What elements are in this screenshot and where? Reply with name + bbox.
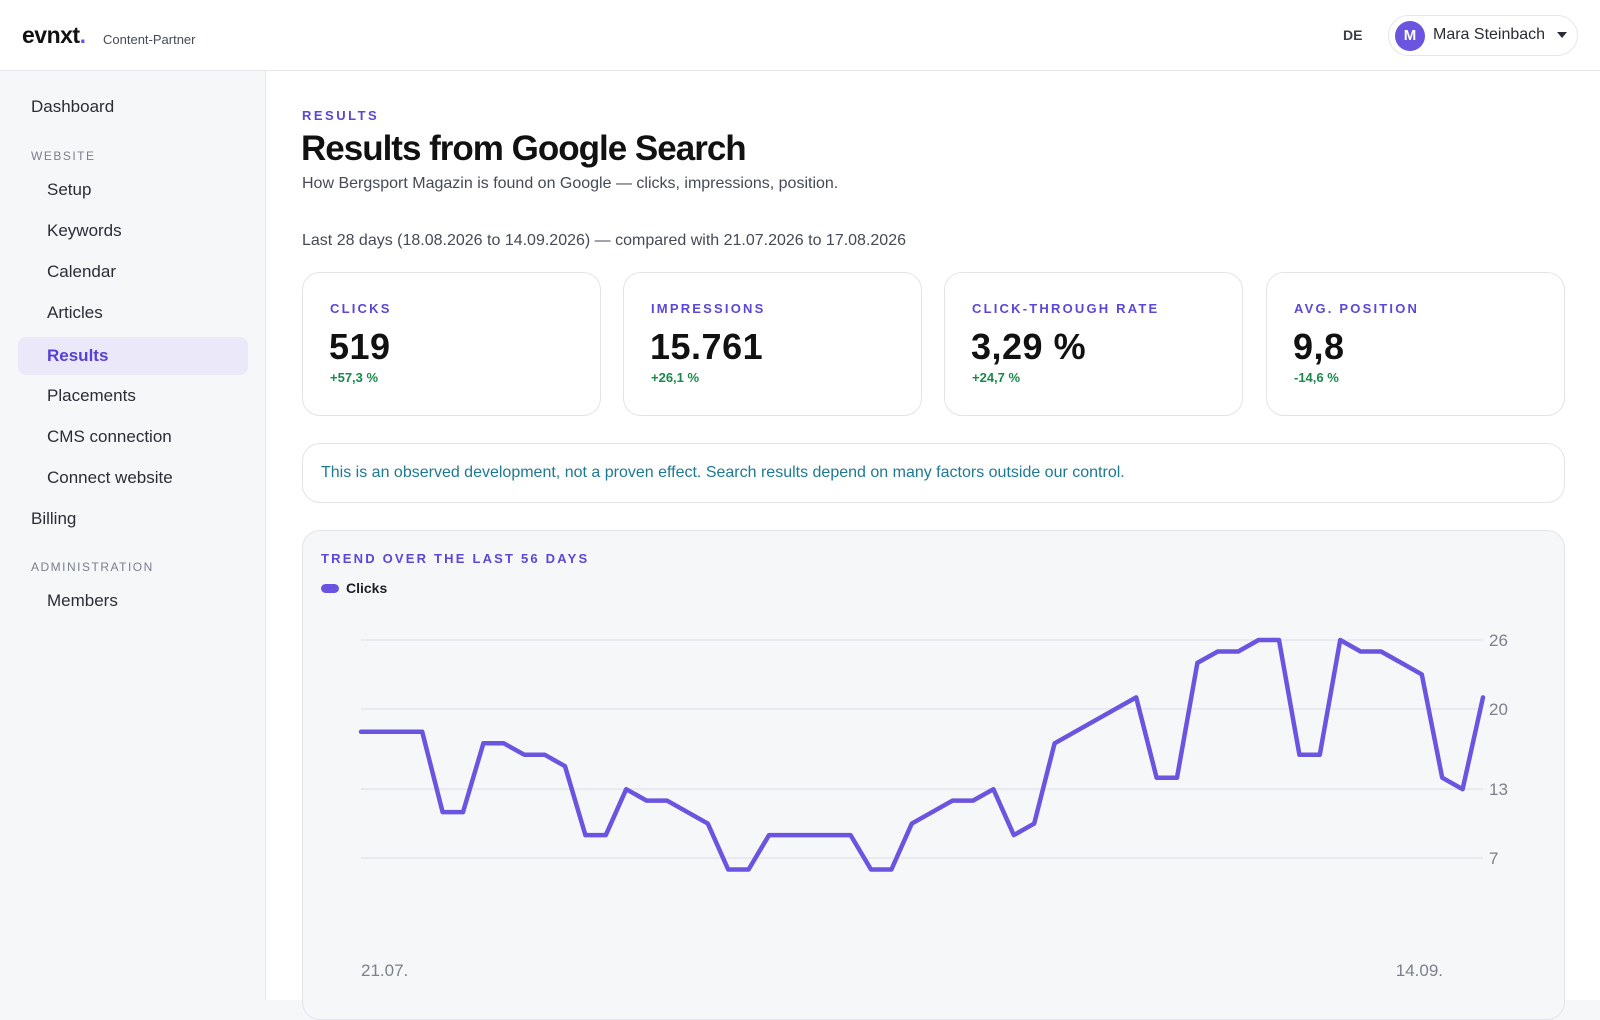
sidebar-item-connect-website[interactable]: Connect website [18,459,248,497]
sidebar-item-cms-connection[interactable]: CMS connection [18,418,248,456]
sidebar: Dashboard WEBSITE Setup Keywords Calenda… [0,71,266,1000]
chart-title: TREND OVER THE LAST 56 DAYS [321,551,589,566]
y-tick-label: 13 [1489,780,1508,799]
sidebar-item-billing[interactable]: Billing [18,500,248,538]
sidebar-item-members[interactable]: Members [18,582,248,620]
x-tick-label: 21.07. [361,961,408,980]
sidebar-section-website: WEBSITE [31,149,96,163]
sidebar-item-calendar[interactable]: Calendar [18,253,248,291]
kpi-delta: +57,3 % [330,370,378,385]
kpi-card-ctr: CLICK-THROUGH RATE 3,29 % +24,7 % [944,272,1243,416]
page-title: Results from Google Search [301,129,746,169]
kpi-label: CLICKS [330,301,392,316]
kpi-card-avg-position: AVG. POSITION 9,8 -14,6 % [1266,272,1565,416]
kpi-delta: +26,1 % [651,370,699,385]
kpi-delta: -14,6 % [1294,370,1339,385]
sidebar-item-results[interactable]: Results [18,337,248,375]
y-tick-label: 26 [1489,631,1508,650]
legend-label: Clicks [346,580,387,596]
logo-dot: . [80,22,86,48]
page-description: How Bergsport Magazin is found on Google… [302,175,838,193]
avatar: M [1395,21,1425,51]
sidebar-item-dashboard[interactable]: Dashboard [18,88,248,126]
kpi-value: 9,8 [1293,326,1345,368]
kpi-value: 519 [329,326,391,368]
y-tick-label: 20 [1489,700,1508,719]
sidebar-item-keywords[interactable]: Keywords [18,212,248,250]
kpi-card-clicks: CLICKS 519 +57,3 % [302,272,601,416]
page-eyebrow: RESULTS [302,108,379,123]
kpi-delta: +24,7 % [972,370,1020,385]
main-content: RESULTS Results from Google Search How B… [266,71,1600,1000]
kpi-label: CLICK-THROUGH RATE [972,301,1159,316]
kpi-label: IMPRESSIONS [651,301,766,316]
kpi-card-impressions: IMPRESSIONS 15.761 +26,1 % [623,272,922,416]
chevron-down-icon [1557,32,1567,38]
trend-chart: 7 13 20 26 21.07. 14.09. [303,531,1565,1020]
top-bar: evnxt. Content-Partner DE M Mara Steinba… [0,0,1600,71]
kpi-label: AVG. POSITION [1294,301,1419,316]
language-switch[interactable]: DE [1343,27,1362,43]
kpi-value: 15.761 [650,326,763,368]
user-menu-button[interactable]: M Mara Steinbach [1388,15,1578,56]
sidebar-section-administration: ADMINISTRATION [31,560,154,574]
sidebar-item-placements[interactable]: Placements [18,377,248,415]
logo-text: evnxt [22,22,80,48]
x-tick-label: 14.09. [1396,961,1443,980]
notice-text: This is an observed development, not a p… [321,464,1125,482]
kpi-value: 3,29 % [971,326,1086,368]
user-name: Mara Steinbach [1433,26,1545,44]
series-line-clicks [361,640,1483,870]
sidebar-item-setup[interactable]: Setup [18,171,248,209]
date-range: Last 28 days (18.08.2026 to 14.09.2026) … [302,232,906,250]
y-tick-label: 7 [1489,849,1498,868]
disclaimer-notice: This is an observed development, not a p… [302,443,1565,503]
legend-swatch [321,584,339,593]
logo-subtitle: Content-Partner [103,32,196,47]
sidebar-item-articles[interactable]: Articles [18,294,248,332]
logo[interactable]: evnxt. [22,22,85,49]
trend-chart-card: 7 13 20 26 21.07. 14.09. TREND OVER THE LAST … [302,530,1565,1020]
